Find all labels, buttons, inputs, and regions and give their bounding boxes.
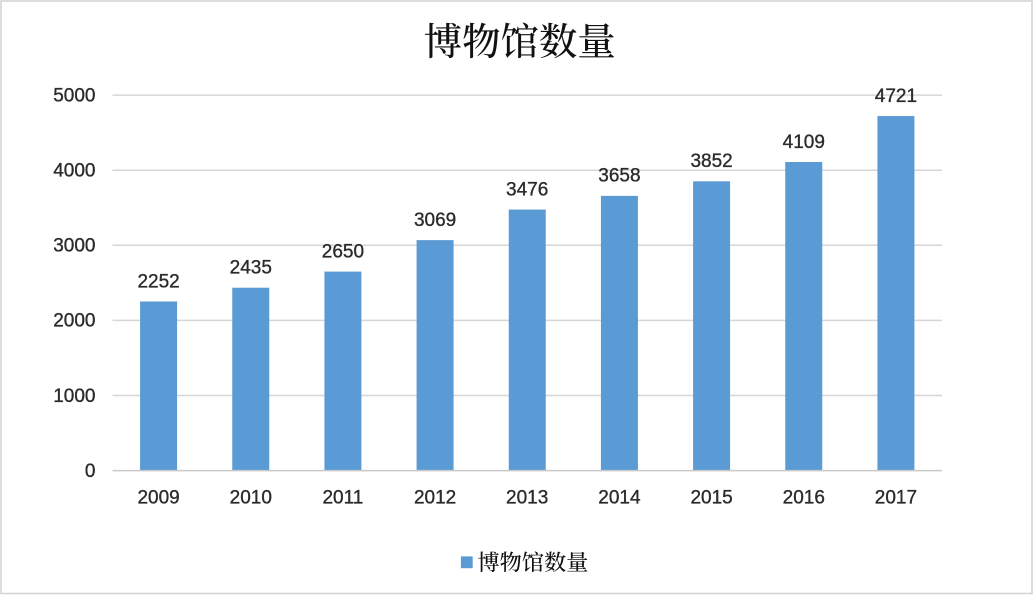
svg-text:3476: 3476 bbox=[506, 179, 548, 200]
svg-text:3852: 3852 bbox=[690, 151, 732, 172]
svg-text:2010: 2010 bbox=[230, 487, 272, 508]
svg-text:2012: 2012 bbox=[414, 487, 456, 508]
svg-text:2013: 2013 bbox=[506, 487, 548, 508]
svg-text:2435: 2435 bbox=[230, 258, 272, 279]
svg-text:2011: 2011 bbox=[322, 487, 363, 508]
svg-text:4721: 4721 bbox=[875, 86, 917, 107]
svg-text:2015: 2015 bbox=[690, 487, 732, 508]
svg-text:3658: 3658 bbox=[598, 166, 640, 187]
svg-text:2000: 2000 bbox=[53, 311, 95, 332]
svg-text:4000: 4000 bbox=[53, 161, 95, 182]
svg-text:2650: 2650 bbox=[322, 241, 364, 262]
svg-text:3000: 3000 bbox=[53, 236, 95, 257]
svg-text:5000: 5000 bbox=[53, 85, 95, 106]
svg-text:2252: 2252 bbox=[137, 271, 179, 292]
svg-text:1000: 1000 bbox=[53, 386, 95, 407]
svg-text:2014: 2014 bbox=[598, 487, 641, 508]
svg-text:2009: 2009 bbox=[137, 487, 179, 508]
svg-text:3069: 3069 bbox=[414, 210, 456, 231]
svg-text:2017: 2017 bbox=[875, 487, 917, 508]
svg-text:4109: 4109 bbox=[783, 132, 825, 153]
svg-text:2016: 2016 bbox=[783, 487, 825, 508]
svg-text:0: 0 bbox=[85, 461, 96, 482]
